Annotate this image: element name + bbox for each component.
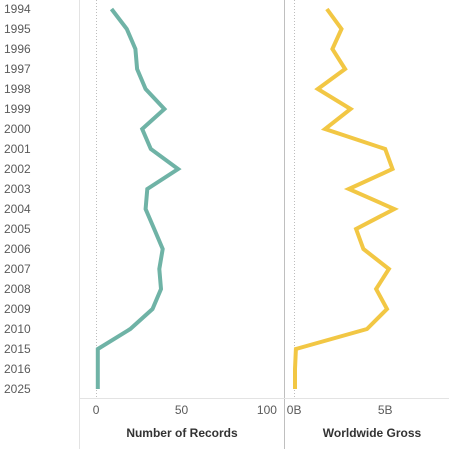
category-label-2006: 2006 — [4, 242, 31, 256]
category-label-2001: 2001 — [4, 142, 31, 156]
number-of-records-tick-100: 100 — [257, 403, 277, 417]
number-of-records-tick-0: 0 — [93, 403, 100, 417]
category-label-2008: 2008 — [4, 282, 31, 296]
category-label-2004: 2004 — [4, 202, 31, 216]
category-label-2002: 2002 — [4, 162, 31, 176]
category-label-1994: 1994 — [4, 2, 31, 16]
category-label-2009: 2009 — [4, 302, 31, 316]
number-of-records-axis-title: Number of Records — [126, 426, 238, 440]
worldwide-gross-line[interactable] — [293, 7, 399, 389]
worldwide-gross-tick-0B: 0B — [287, 403, 302, 417]
category-label-2007: 2007 — [4, 262, 31, 276]
number-of-records-tick-50: 50 — [175, 403, 189, 417]
category-label-2005: 2005 — [4, 222, 31, 236]
category-label-2016: 2016 — [4, 362, 31, 376]
category-label-1999: 1999 — [4, 102, 31, 116]
category-label-2010: 2010 — [4, 322, 31, 336]
category-label-2003: 2003 — [4, 182, 31, 196]
number-of-records-line[interactable] — [95, 7, 182, 389]
category-label-1997: 1997 — [4, 62, 31, 76]
category-label-2025: 2025 — [4, 382, 31, 396]
category-label-1998: 1998 — [4, 82, 31, 96]
worldwide-gross-tick-5B: 5B — [378, 403, 393, 417]
worldwide-gross-axis-title: Worldwide Gross — [323, 426, 422, 440]
category-label-2000: 2000 — [4, 122, 31, 136]
category-label-2015: 2015 — [4, 342, 31, 356]
category-label-1996: 1996 — [4, 42, 31, 56]
category-label-1995: 1995 — [4, 22, 31, 36]
